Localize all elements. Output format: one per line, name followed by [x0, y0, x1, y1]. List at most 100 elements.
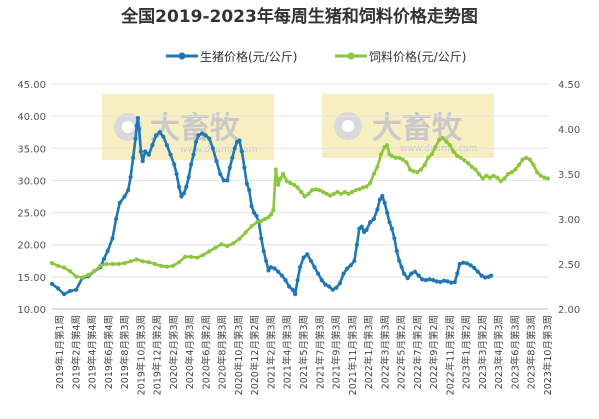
pig-price-point [483, 275, 488, 280]
feed-price-point [418, 167, 424, 172]
x-tick-label: 2021年7月第3周 [314, 315, 326, 389]
x-tick-label: 2021年4月第3周 [282, 315, 294, 389]
y-right-tick-label: 3.00 [558, 215, 580, 226]
pig-price-point [457, 261, 462, 267]
feed-price-point [524, 155, 529, 160]
legend-pig-marker [178, 52, 186, 60]
pig-price-point [184, 184, 189, 189]
pig-price-point [62, 292, 67, 297]
pig-price-point [319, 278, 324, 283]
pig-price-point [305, 252, 310, 257]
x-tick-label: 2021年2月第3周 [265, 315, 277, 389]
pig-price-point [468, 263, 473, 268]
feed-price-point [447, 143, 453, 148]
feed-price-point [324, 191, 329, 196]
pig-price-point [387, 220, 392, 225]
feed-price-point [140, 259, 145, 264]
x-tick-label: 2022年5月第2周 [396, 315, 408, 389]
feed-price-point [404, 160, 409, 165]
pig-price-point [251, 210, 257, 215]
feed-price-point [164, 264, 169, 269]
y-left-tick-label: 25.00 [17, 209, 46, 220]
pig-price-point [301, 255, 306, 260]
feed-price-point [288, 180, 293, 186]
feed-price-point [110, 261, 115, 267]
feed-price-point [328, 193, 333, 198]
pig-price-point [382, 200, 387, 205]
feed-price-point [393, 155, 398, 160]
x-tick-label: 2022年7月第2周 [412, 315, 424, 389]
feed-price-point [400, 157, 405, 162]
watermark-right-url: www.dxumu.com [400, 144, 477, 154]
pig-price-point [475, 269, 480, 274]
feed-price-point [458, 155, 463, 160]
pig-price-point [179, 194, 184, 199]
pig-price-point [416, 273, 421, 278]
pig-price-point [110, 236, 115, 241]
feed-price-point [480, 176, 485, 181]
feed-price-point [68, 269, 73, 274]
x-tick-label: 2019年8月第3周 [119, 315, 131, 389]
pig-price-point [409, 271, 414, 276]
pig-price-point [464, 261, 469, 266]
feed-price-point [364, 184, 369, 189]
pig-price-point [225, 178, 230, 183]
pig-price-point [232, 146, 237, 151]
pig-price-point [399, 265, 404, 270]
legend: 生猪价格(元/公斤) 饲料价格(元/公斤) [166, 49, 466, 64]
pig-price-point [394, 249, 399, 254]
pig-price-point [74, 287, 79, 292]
pig-price-point [227, 165, 232, 170]
pig-price-point [445, 279, 450, 284]
feed-price-point [433, 144, 438, 150]
x-tick-label: 2021年5月第3周 [298, 315, 310, 389]
feed-price-point [545, 176, 551, 181]
feed-price-point [262, 216, 267, 222]
pig-price-point [431, 278, 436, 283]
pig-price-point [345, 266, 350, 271]
feed-price-point [411, 169, 416, 174]
feed-price-point [513, 167, 518, 172]
feed-price-point [225, 243, 230, 249]
feed-price-point [535, 170, 540, 175]
x-tick-label: 2020年12月第2周 [249, 315, 261, 395]
feed-price-point [440, 135, 445, 141]
x-tick-label: 2023年4月第3周 [493, 315, 505, 389]
pig-price-point [150, 143, 155, 148]
pig-price-point [210, 146, 215, 151]
feed-price-point [360, 185, 365, 190]
feed-price-point [80, 275, 85, 280]
legend-pig-label: 生猪价格(元/公斤) [200, 49, 297, 64]
pig-price-point [452, 279, 457, 285]
y-right-tick-label: 3.50 [558, 170, 580, 181]
x-tick-label: 2019年2月第4周 [70, 315, 82, 389]
pig-price-point [49, 281, 55, 286]
feed-price-point [408, 167, 413, 172]
feed-price-point [92, 269, 97, 274]
x-tick-label: 2020年8月第3周 [217, 315, 229, 389]
pig-price-point [153, 133, 159, 138]
pig-price-point [101, 256, 107, 261]
feed-price-point [146, 260, 151, 265]
feed-price-point [331, 191, 336, 196]
pig-price-point [242, 165, 247, 170]
feed-price-point [397, 155, 402, 160]
pig-price-point [371, 216, 376, 222]
feed-price-point [542, 175, 547, 180]
feed-price-point [498, 179, 503, 184]
pig-price-point [341, 271, 346, 276]
feed-price-point [302, 194, 307, 199]
pig-price-point [423, 278, 428, 283]
pig-price-point [174, 171, 179, 177]
feed-price-point [516, 162, 522, 168]
pig-price-point [254, 213, 259, 218]
y-left-tick-label: 10.00 [17, 305, 46, 316]
pig-price-point [434, 279, 439, 284]
x-tick-label: 2022年1月第3周 [363, 315, 375, 389]
feed-price-point [104, 261, 109, 267]
feed-price-point [466, 161, 471, 166]
feed-price-point [349, 189, 355, 195]
y-left-tick-label: 15.00 [17, 273, 46, 284]
